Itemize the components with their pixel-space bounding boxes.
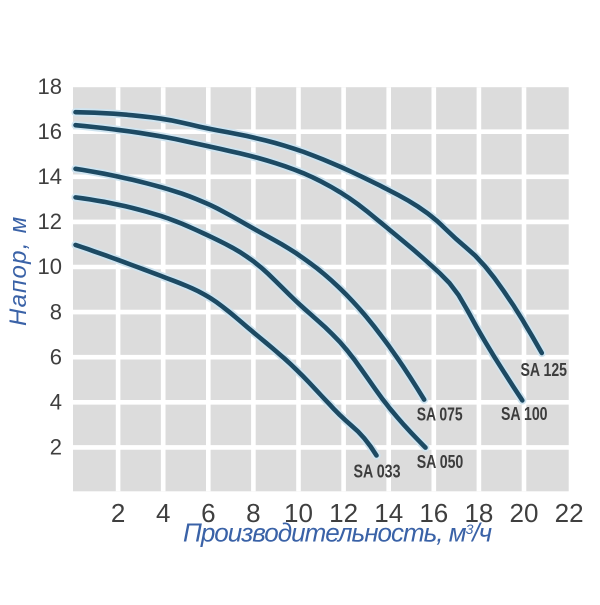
svg-text:14: 14 bbox=[38, 164, 62, 189]
svg-text:4: 4 bbox=[156, 498, 170, 528]
svg-text:20: 20 bbox=[510, 498, 539, 528]
svg-text:10: 10 bbox=[38, 254, 62, 279]
svg-text:Напор, м: Напор, м bbox=[5, 215, 32, 326]
svg-text:8: 8 bbox=[50, 299, 62, 324]
svg-text:SA 033: SA 033 bbox=[354, 462, 401, 482]
svg-text:SA 125: SA 125 bbox=[521, 360, 568, 380]
svg-text:2: 2 bbox=[50, 435, 62, 460]
svg-text:6: 6 bbox=[50, 344, 62, 369]
svg-text:16: 16 bbox=[38, 119, 62, 144]
svg-text:16: 16 bbox=[419, 498, 448, 528]
svg-text:18: 18 bbox=[464, 498, 493, 528]
svg-text:18: 18 bbox=[38, 74, 62, 99]
svg-text:6: 6 bbox=[201, 498, 215, 528]
svg-text:2: 2 bbox=[111, 498, 125, 528]
svg-text:12: 12 bbox=[329, 498, 358, 528]
svg-text:12: 12 bbox=[38, 209, 62, 234]
svg-text:8: 8 bbox=[246, 498, 260, 528]
svg-text:10: 10 bbox=[284, 498, 313, 528]
svg-text:SA 100: SA 100 bbox=[501, 404, 548, 424]
svg-text:14: 14 bbox=[374, 498, 403, 528]
svg-text:SA 050: SA 050 bbox=[417, 452, 464, 472]
svg-text:22: 22 bbox=[555, 498, 584, 528]
svg-text:SA 075: SA 075 bbox=[417, 405, 463, 425]
svg-text:4: 4 bbox=[50, 390, 62, 415]
svg-text:Производительность, м3/ч: Производительность, м3/ч bbox=[183, 517, 492, 547]
